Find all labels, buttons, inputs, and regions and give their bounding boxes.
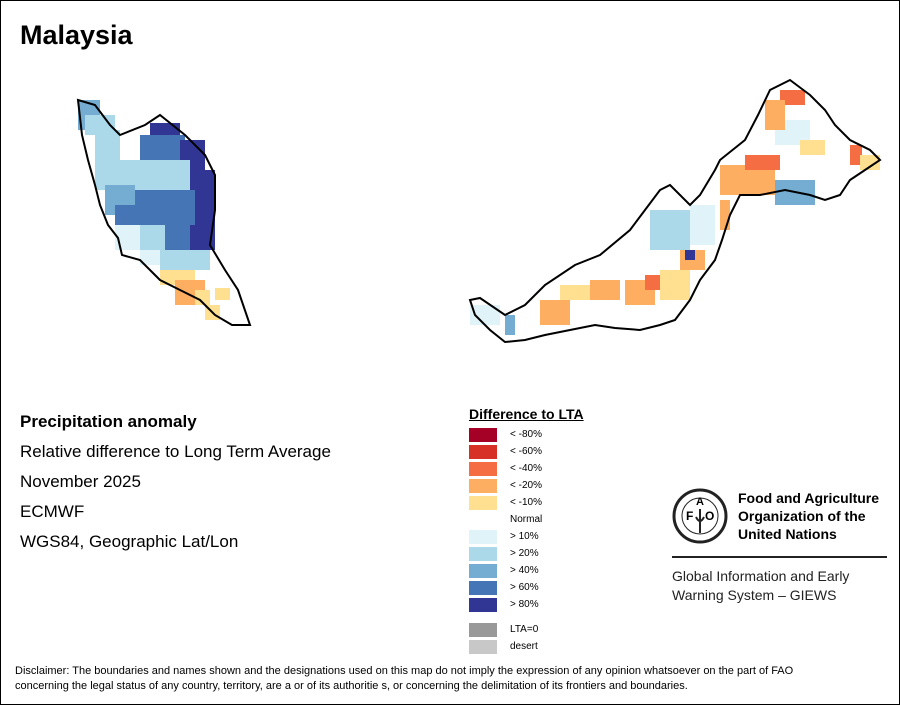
legend-item: < -20% [469, 477, 584, 494]
peninsular-coastline [76, 98, 252, 326]
legend-label: > 60% [510, 582, 539, 593]
map-info: Precipitation anomaly Relative differenc… [20, 410, 331, 560]
svg-text:A: A [696, 496, 704, 508]
disclaimer: Disclaimer: The boundaries and names sho… [15, 664, 885, 694]
legend-swatch [469, 622, 497, 637]
legend-swatch [469, 529, 497, 544]
legend-swatch [469, 580, 497, 595]
legend-swatch [469, 444, 497, 459]
fao-name: Food and Agriculture Organization of the… [738, 489, 898, 543]
legend-swatch [469, 512, 497, 527]
legend-item: desert [469, 638, 584, 655]
legend-item: > 20% [469, 545, 584, 562]
borneo-malaysia [468, 78, 882, 344]
legend-item: > 10% [469, 528, 584, 545]
svg-text:F: F [686, 509, 693, 523]
legend-swatch [469, 478, 497, 493]
map-title: Malaysia [20, 20, 133, 50]
legend-item: < -10% [469, 494, 584, 511]
map-canvas [76, 78, 882, 344]
anomaly-grid-peninsular [78, 100, 230, 320]
info-source: ECMWF [20, 502, 85, 521]
legend-label: > 80% [510, 599, 539, 610]
legend-label: < -20% [510, 480, 542, 491]
legend-swatch [469, 597, 497, 612]
legend-label: < -60% [510, 446, 542, 457]
svg-text:O: O [705, 509, 714, 523]
fao-name-line: Organization of the [738, 508, 866, 524]
legend-item: > 40% [469, 562, 584, 579]
legend-label: LTA=0 [510, 624, 539, 635]
legend-swatch [469, 546, 497, 561]
giews-line: Global Information and Early [672, 568, 850, 584]
info-period: November 2025 [20, 472, 141, 491]
fao-name-line: United Nations [738, 526, 837, 542]
disclaimer-line: Disclaimer: The boundaries and names sho… [15, 665, 794, 677]
legend: Difference to LTA < -80% < -60% < -40% < -2… [469, 406, 584, 655]
info-heading: Precipitation anomaly [20, 412, 197, 431]
legend-item: < -80% [469, 426, 584, 443]
legend-label: < -80% [510, 429, 542, 440]
legend-swatch [469, 495, 497, 510]
divider [672, 556, 887, 558]
legend-item: Normal [469, 511, 584, 528]
borneo-coastline [468, 78, 882, 344]
disclaimer-line: concerning the legal status of any count… [15, 680, 688, 692]
info-subtitle: Relative difference to Long Term Average [20, 442, 331, 461]
legend-label: > 40% [510, 565, 539, 576]
legend-item: > 80% [469, 596, 584, 613]
legend-swatch [469, 563, 497, 578]
giews-name: Global Information and Early Warning Sys… [672, 567, 900, 605]
fao-logo-icon: F A O [672, 488, 728, 544]
legend-swatch [469, 427, 497, 442]
info-projection: WGS84, Geographic Lat/Lon [20, 532, 239, 551]
legend-swatch [469, 461, 497, 476]
legend-label: < -10% [510, 497, 542, 508]
legend-title: Difference to LTA [469, 406, 584, 422]
giews-line: Warning System – GIEWS [672, 587, 837, 603]
legend-label: Normal [510, 514, 543, 525]
fao-name-line: Food and Agriculture [738, 490, 880, 506]
legend-label: > 10% [510, 531, 539, 542]
legend-label: desert [510, 641, 538, 652]
legend-item: > 60% [469, 579, 584, 596]
fao-logo-block: F A O Food and Agriculture Organization … [672, 487, 887, 603]
legend-label: > 20% [510, 548, 539, 559]
legend-item: LTA=0 [469, 621, 584, 638]
legend-item: < -60% [469, 443, 584, 460]
legend-item: < -40% [469, 460, 584, 477]
peninsular-malaysia [76, 98, 252, 326]
legend-swatch [469, 639, 497, 654]
legend-label: < -40% [510, 463, 542, 474]
